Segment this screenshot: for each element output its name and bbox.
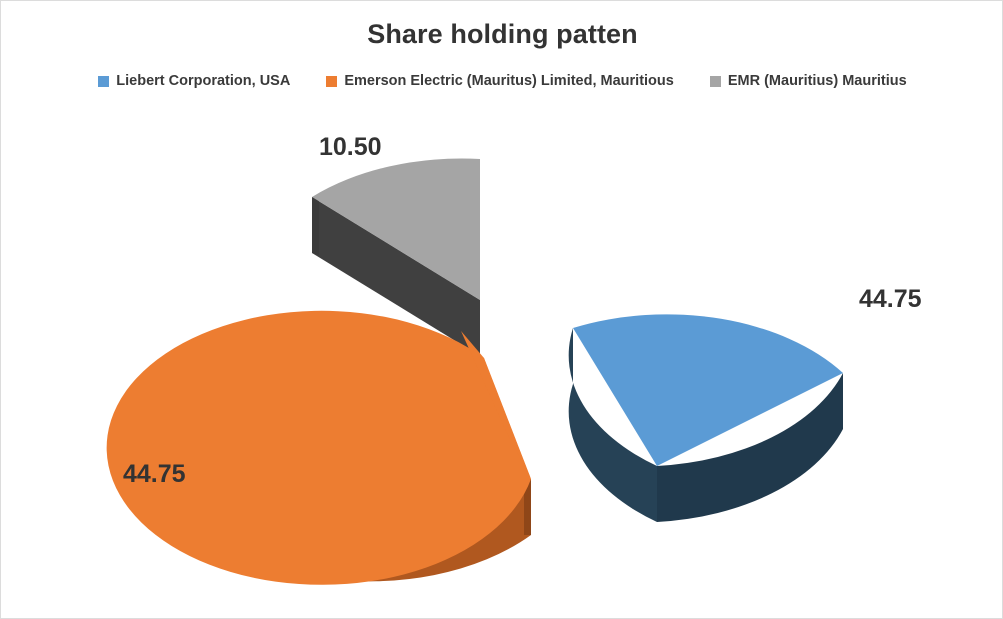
pie-slice-emerson-top-edge [461, 331, 531, 479]
legend-label-liebert: Liebert Corporation, USA [116, 73, 291, 89]
pie-slice-liebert-side-right [657, 373, 843, 522]
pie-slice-liebert[interactable] [568, 314, 843, 522]
pie-slice-emr-side-left [312, 197, 319, 255]
legend-label-emerson: Emerson Electric (Mauritus) Limited, Mau… [344, 73, 674, 89]
chart-title: Share holding patten [367, 19, 638, 49]
pie-slice-emerson-side-cut [524, 479, 531, 535]
legend-swatch-gray-icon [709, 75, 721, 87]
pie-slice-liebert-side [568, 328, 657, 522]
chart-legend: Liebert Corporation, USA Emerson Electri… [1, 73, 1002, 89]
legend-item-emr[interactable]: EMR (Mauritius) Mauritius [709, 73, 907, 89]
legend-swatch-orange-icon [326, 75, 338, 87]
legend-label-emr: EMR (Mauritius) Mauritius [727, 73, 907, 89]
pie-slice-emr-side [312, 197, 480, 356]
pie-slice-emr-top [312, 158, 480, 300]
legend-swatch-blue-icon [98, 75, 110, 87]
data-label-emerson: 44.75 [123, 460, 186, 488]
pie-slice-emerson[interactable] [106, 310, 531, 585]
pie-slice-emr[interactable] [312, 158, 480, 356]
legend-item-emerson[interactable]: Emerson Electric (Mauritus) Limited, Mau… [326, 73, 674, 89]
legend-item-liebert[interactable]: Liebert Corporation, USA [98, 73, 290, 89]
data-label-emr: 10.50 [319, 133, 382, 161]
pie-slice-emerson-top [106, 310, 531, 585]
pie-slice-liebert-top [573, 314, 843, 466]
data-label-liebert: 44.75 [859, 285, 922, 313]
